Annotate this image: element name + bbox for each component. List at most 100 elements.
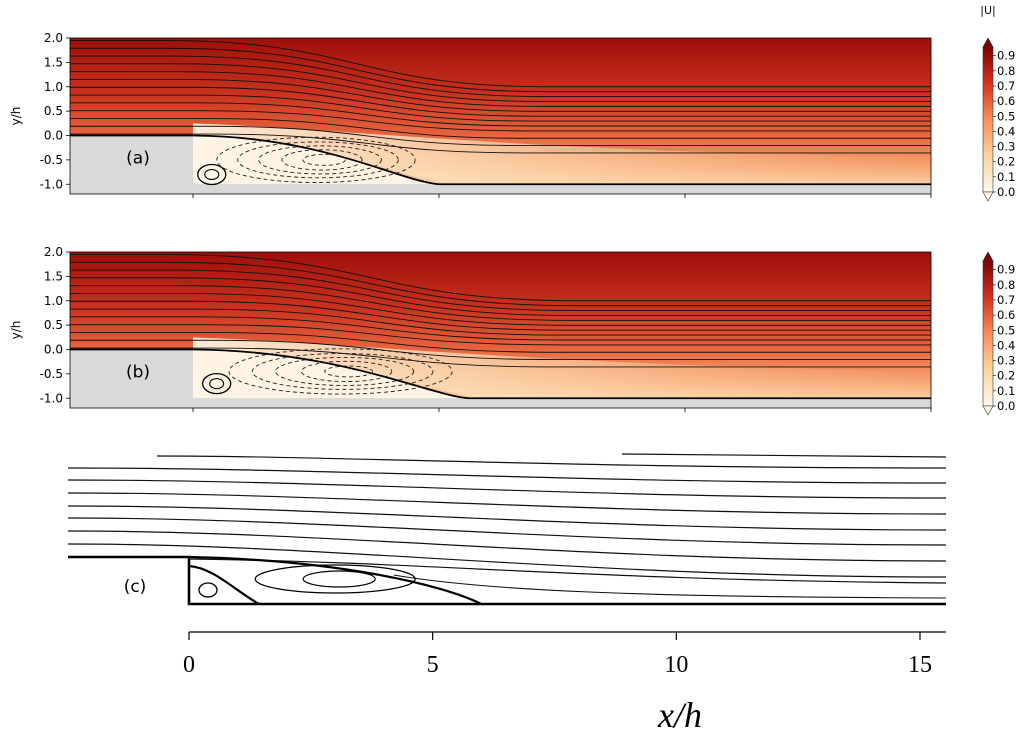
streamline [67, 530, 947, 562]
streamline [70, 331, 931, 353]
colorbar-tick-label: 0.8 [997, 278, 1015, 292]
streamline [70, 324, 931, 346]
colorbar-tick-label: 0.2 [997, 369, 1015, 383]
dividing-streamline [188, 555, 482, 605]
ytick-label: 0.5 [44, 104, 63, 118]
streamline [393, 574, 947, 599]
recirculation-contour [228, 348, 453, 395]
axes-frame [69, 37, 932, 195]
recirculation-region [193, 135, 440, 185]
xtick-label: 0 [183, 652, 195, 678]
colorbar-extend-max [982, 37, 994, 48]
streamline [70, 102, 931, 127]
colorbar-tick-label: 0.0 [997, 399, 1015, 413]
ytick-label: 0.5 [44, 318, 63, 332]
streamline [67, 505, 947, 531]
ytick-label: 1.0 [44, 80, 63, 94]
streamline [67, 479, 947, 499]
corner-vortex-outer [197, 163, 227, 186]
xtick-label: 10 [664, 652, 688, 678]
streamline [70, 125, 931, 147]
streamline [67, 543, 947, 578]
streamline [70, 292, 931, 326]
shear-layer [193, 123, 931, 185]
ylabel: y/h [9, 321, 23, 340]
dividing-streamline [70, 134, 931, 186]
streamline [70, 39, 931, 88]
panel-label: (c) [124, 577, 147, 597]
colorbar-tick-label: 0.5 [997, 323, 1015, 337]
corner-vortex-inner [209, 378, 225, 390]
recirculation-contour [281, 149, 363, 171]
step-block [70, 135, 193, 194]
corner-vortex [198, 582, 218, 598]
xtick-label: 15 [908, 652, 932, 678]
streamline [70, 285, 931, 321]
streamline [70, 339, 931, 361]
colorbar-tick-label: 0.9 [997, 49, 1015, 63]
colorbar-tick-label: 0.2 [997, 155, 1015, 169]
colorbar-extend-min [982, 191, 994, 202]
ytick-label: 1.5 [44, 55, 63, 69]
recirculation-contour [254, 564, 416, 594]
streamline [156, 455, 947, 469]
colorbar [982, 46, 994, 193]
streamline [70, 117, 931, 139]
streamline [67, 492, 947, 515]
colorbar-extend-max [982, 251, 994, 262]
colorbar-tick-label: 0.1 [997, 384, 1015, 398]
floor [193, 184, 931, 194]
recirculation-contour [251, 353, 434, 390]
colorbar [982, 260, 994, 407]
ytick-label: -0.5 [40, 153, 63, 167]
streamline [621, 453, 947, 458]
panel-label: (a) [126, 148, 150, 168]
recirculation-contour [216, 136, 416, 183]
recirculation-region [193, 349, 469, 399]
ytick-label: 2.0 [44, 245, 63, 259]
colorbar-tick-label: 0.4 [997, 338, 1015, 352]
shear-layer [193, 337, 931, 399]
ytick-label: 0.0 [44, 343, 63, 357]
streamline [70, 47, 931, 93]
streamline [70, 253, 931, 302]
streamline [70, 63, 931, 102]
streamline [70, 55, 931, 98]
recirculation-contour [302, 153, 346, 166]
streamline [70, 261, 931, 307]
colorbar-tick-label: 0.8 [997, 64, 1015, 78]
xtick-label: 5 [427, 652, 439, 678]
colorbar-tick-label: 0.3 [997, 140, 1015, 154]
streamline [70, 316, 931, 341]
streamline [70, 277, 931, 316]
colorbar-tick-label: 0.4 [997, 124, 1015, 138]
corner-vortex-outer [202, 372, 232, 395]
colorbar-tick-label: 0.5 [997, 109, 1015, 123]
ylabel: y/h [9, 107, 23, 126]
ytick-label: 0.0 [44, 129, 63, 143]
ytick-label: 1.5 [44, 269, 63, 283]
colorbar-extend-min [982, 405, 994, 416]
recirculation-contour [258, 145, 382, 175]
xlabel: x/h [657, 695, 702, 734]
streamline [70, 86, 931, 117]
streamline [70, 347, 931, 368]
panel-c: (c) 0 5 10 15 x/h [67, 453, 947, 734]
streamline [67, 467, 947, 484]
ytick-label: -0.5 [40, 367, 63, 381]
axes-frame [69, 251, 932, 409]
panel-label: (b) [126, 362, 150, 382]
streamline [70, 110, 931, 132]
corner-vortex-boundary [188, 564, 260, 605]
streamline [70, 133, 931, 154]
streamline [70, 78, 931, 112]
colorbar-tick-label: 0.0 [997, 185, 1015, 199]
colorbar-tick-label: 0.3 [997, 354, 1015, 368]
colorbar-tick-label: 0.9 [997, 263, 1015, 277]
streamline [70, 94, 931, 122]
colorbar-tick-label: 0.1 [997, 170, 1015, 184]
colorbar-tick-label: 0.6 [997, 94, 1015, 108]
step-wall [68, 555, 946, 606]
panel-a: 2.01.51.00.50.0-0.5-1.0y/h(a)0.90.80.70.… [9, 4, 1015, 202]
